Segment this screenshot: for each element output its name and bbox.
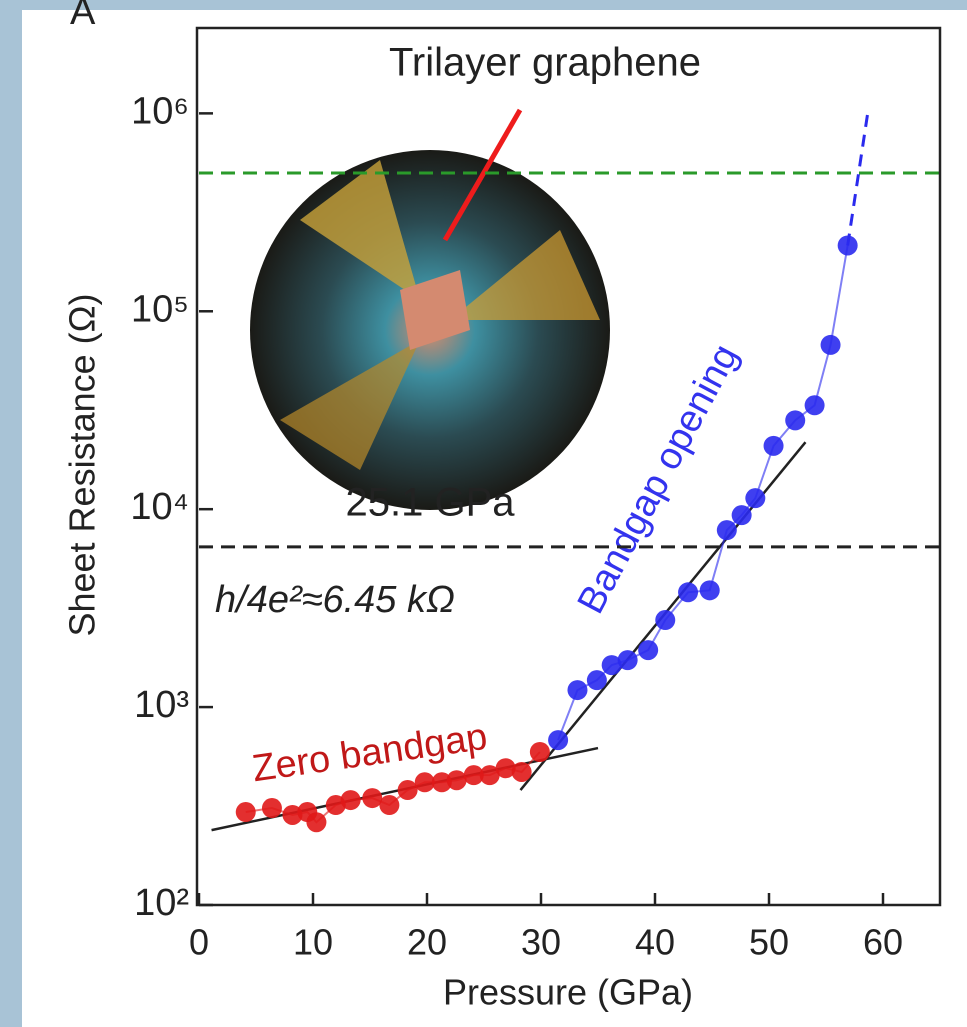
x-tick-label: 30 bbox=[521, 922, 561, 963]
point bbox=[379, 795, 400, 816]
point bbox=[745, 488, 766, 509]
point bbox=[699, 580, 720, 601]
extrapolation bbox=[846, 109, 870, 246]
reference-label: h/4e²≈6.45 kΩ bbox=[215, 579, 455, 621]
point bbox=[763, 435, 784, 456]
point bbox=[804, 395, 825, 416]
x-tick-label: 50 bbox=[749, 922, 789, 963]
point bbox=[463, 765, 484, 786]
point bbox=[586, 670, 607, 691]
x-axis-label: Pressure (GPa) bbox=[443, 972, 693, 1013]
point bbox=[837, 235, 858, 256]
point bbox=[414, 772, 435, 793]
point bbox=[601, 655, 622, 676]
inset-title: Trilayer graphene bbox=[389, 41, 701, 85]
x-tick-label: 40 bbox=[635, 922, 675, 963]
point bbox=[617, 650, 638, 671]
x-tick-label: 0 bbox=[189, 922, 209, 963]
x-tick-label: 60 bbox=[863, 922, 903, 963]
y-tick-label: 10³ bbox=[134, 684, 189, 726]
point bbox=[306, 812, 327, 833]
plot-frame bbox=[195, 26, 942, 907]
y-axis-label: Sheet Resistance (Ω) bbox=[62, 293, 103, 636]
point bbox=[716, 520, 737, 541]
y-tick-label: 10⁴ bbox=[130, 486, 189, 528]
point bbox=[495, 758, 516, 779]
point bbox=[820, 334, 841, 355]
point bbox=[511, 761, 532, 782]
point bbox=[638, 640, 659, 661]
point bbox=[261, 798, 282, 819]
point bbox=[282, 804, 303, 825]
point bbox=[397, 780, 418, 801]
point bbox=[446, 770, 467, 791]
point bbox=[362, 788, 383, 809]
point bbox=[235, 802, 256, 823]
y-tick-label: 10⁵ bbox=[131, 288, 189, 330]
point bbox=[529, 742, 550, 763]
point bbox=[678, 582, 699, 603]
clip-group bbox=[199, 109, 940, 833]
point bbox=[479, 765, 500, 786]
point bbox=[785, 410, 806, 431]
x-tick-label: 10 bbox=[293, 922, 333, 963]
inset-photo bbox=[250, 108, 610, 510]
point bbox=[340, 790, 361, 811]
y-tick-label: 10² bbox=[134, 882, 189, 924]
point bbox=[731, 505, 752, 526]
point bbox=[655, 610, 676, 631]
point bbox=[567, 680, 588, 701]
panel-label: A bbox=[70, 0, 96, 33]
point bbox=[431, 772, 452, 793]
y-tick-label: 10⁶ bbox=[131, 90, 189, 132]
point bbox=[548, 730, 569, 751]
inset-pressure: 25.1 GPa bbox=[345, 481, 515, 525]
plot bbox=[199, 109, 940, 833]
x-tick-label: 20 bbox=[407, 922, 447, 963]
